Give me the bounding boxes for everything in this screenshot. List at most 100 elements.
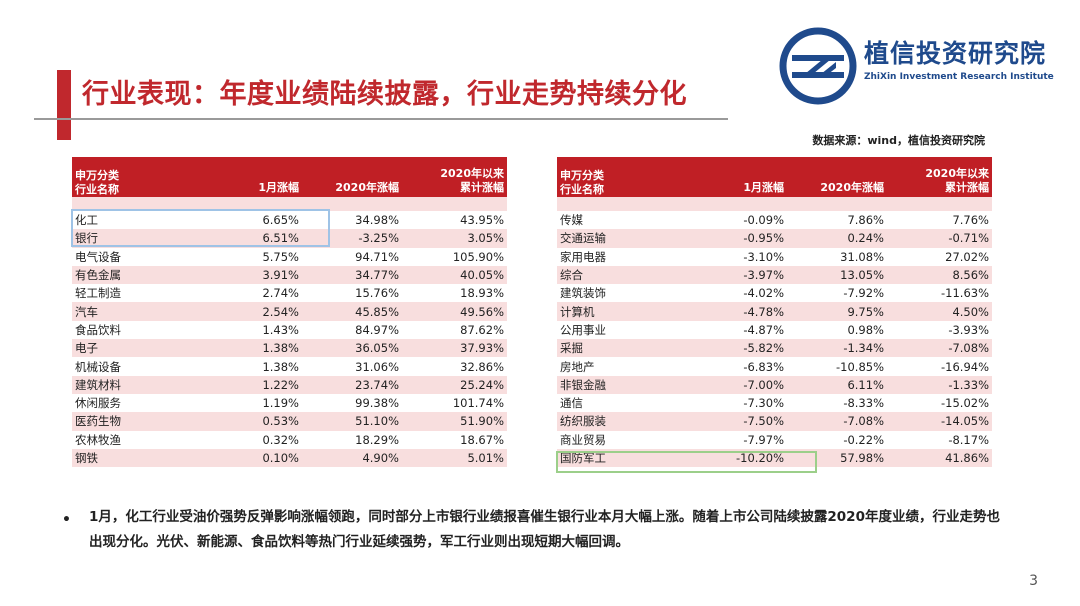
industry-name-cell: 通信 [557, 393, 697, 413]
industry-table-gainers: 申万分类 行业名称 1月涨幅 2020年涨幅 2020年以来 累计涨幅 化工 6.65… [72, 157, 507, 468]
table-row: 通信 -7.30% -8.33% -15.02% [557, 393, 992, 413]
industry-name-cell: 汽车 [72, 302, 212, 321]
table-row: 纺织服装 -7.50% -7.08% -14.05% [557, 412, 992, 431]
industry-name-cell: 轻工制造 [72, 284, 212, 303]
header-industry-name: 申万分类 行业名称 [72, 157, 212, 197]
change-2020-cell: -1.34% [787, 339, 887, 358]
jan-change-cell: 0.10% [212, 448, 302, 468]
change-2020-cell: 9.75% [787, 302, 887, 321]
cumulative-change-cell: -11.63% [887, 284, 992, 303]
jan-change-cell: 1.19% [212, 393, 302, 413]
jan-change-cell: -7.00% [697, 375, 787, 394]
industry-name-cell: 钢铁 [72, 448, 212, 468]
jan-change-cell: 1.22% [212, 375, 302, 394]
table-header-row: 申万分类 行业名称 1月涨幅 2020年涨幅 2020年以来 累计涨幅 [557, 157, 992, 197]
industry-name-cell: 国防军工 [557, 448, 697, 468]
change-2020-cell: 6.11% [787, 375, 887, 394]
jan-change-cell: 1.38% [212, 339, 302, 358]
change-2020-cell: 51.10% [302, 412, 402, 431]
page-title: 行业表现：年度业绩陆续披露，行业走势持续分化 [82, 79, 687, 110]
industry-name-cell: 有色金属 [72, 265, 212, 285]
table-row: 农林牧渔 0.32% 18.29% 18.67% [72, 430, 507, 449]
cumulative-change-cell: -14.05% [887, 412, 992, 431]
cumulative-change-cell: 41.86% [887, 448, 992, 468]
jan-change-cell: 0.53% [212, 412, 302, 431]
table-row: 建筑装饰 -4.02% -7.92% -11.63% [557, 284, 992, 303]
cumulative-change-cell: -1.33% [887, 375, 992, 394]
cumulative-change-cell: -0.71% [887, 229, 992, 248]
jan-change-cell: -7.50% [697, 412, 787, 431]
jan-change-cell: 6.65% [212, 211, 302, 230]
table-row: 食品饮料 1.43% 84.97% 87.62% [72, 320, 507, 340]
table-row: 休闲服务 1.19% 99.38% 101.74% [72, 393, 507, 413]
change-2020-cell: -10.85% [787, 357, 887, 376]
jan-change-cell: 6.51% [212, 229, 302, 248]
header-cumulative-change: 2020年以来 累计涨幅 [887, 157, 992, 197]
title-underline [34, 118, 728, 120]
change-2020-cell: 31.06% [302, 357, 402, 376]
change-2020-cell: 13.05% [787, 265, 887, 285]
table-spacer-row [72, 197, 507, 211]
cumulative-change-cell: -16.94% [887, 357, 992, 376]
table-row: 电气设备 5.75% 94.71% 105.90% [72, 247, 507, 266]
change-2020-cell: -8.33% [787, 393, 887, 413]
table-row: 医药生物 0.53% 51.10% 51.90% [72, 412, 507, 431]
jan-change-cell: -4.02% [697, 284, 787, 303]
industry-name-cell: 银行 [72, 229, 212, 248]
jan-change-cell: 2.74% [212, 284, 302, 303]
jan-change-cell: -5.82% [697, 339, 787, 358]
industry-name-cell: 食品饮料 [72, 320, 212, 340]
jan-change-cell: -7.30% [697, 393, 787, 413]
jan-change-cell: -0.95% [697, 229, 787, 248]
table-row: 计算机 -4.78% 9.75% 4.50% [557, 302, 992, 321]
table-row: 国防军工 -10.20% 57.98% 41.86% [557, 448, 992, 468]
cumulative-change-cell: 49.56% [402, 302, 507, 321]
table-row: 综合 -3.97% 13.05% 8.56% [557, 265, 992, 285]
cumulative-change-cell: -15.02% [887, 393, 992, 413]
table-row: 银行 6.51% -3.25% 3.05% [72, 229, 507, 248]
cumulative-change-cell: 18.67% [402, 430, 507, 449]
cumulative-change-cell: 4.50% [887, 302, 992, 321]
industry-name-cell: 传媒 [557, 211, 697, 230]
jan-change-cell: 1.38% [212, 357, 302, 376]
industry-name-cell: 建筑材料 [72, 375, 212, 394]
table-row: 汽车 2.54% 45.85% 49.56% [72, 302, 507, 321]
jan-change-cell: -4.87% [697, 320, 787, 340]
cumulative-change-cell: 40.05% [402, 265, 507, 285]
change-2020-cell: 7.86% [787, 211, 887, 230]
page-number: 3 [1029, 573, 1038, 589]
change-2020-cell: 57.98% [787, 448, 887, 468]
change-2020-cell: 31.08% [787, 247, 887, 266]
summary-bullet: • [62, 512, 71, 528]
cumulative-change-cell: 7.76% [887, 211, 992, 230]
table-row: 有色金属 3.91% 34.77% 40.05% [72, 265, 507, 285]
brand-name-cn: 植信投资研究院 [864, 39, 1047, 68]
table-row: 房地产 -6.83% -10.85% -16.94% [557, 357, 992, 376]
industry-name-cell: 交通运输 [557, 229, 697, 248]
change-2020-cell: 94.71% [302, 247, 402, 266]
change-2020-cell: 45.85% [302, 302, 402, 321]
cumulative-change-cell: -7.08% [887, 339, 992, 358]
table-row: 机械设备 1.38% 31.06% 32.86% [72, 357, 507, 376]
industry-name-cell: 公用事业 [557, 320, 697, 340]
industry-name-cell: 纺织服装 [557, 412, 697, 431]
cumulative-change-cell: 3.05% [402, 229, 507, 248]
cumulative-change-cell: 101.74% [402, 393, 507, 413]
table-spacer-row [557, 197, 992, 211]
industry-name-cell: 电气设备 [72, 247, 212, 266]
header-2020-change: 2020年涨幅 [787, 157, 887, 197]
jan-change-cell: -3.97% [697, 265, 787, 285]
highlight-box-chemicals-banks [71, 209, 330, 247]
jan-change-cell: -0.09% [697, 211, 787, 230]
industry-name-cell: 计算机 [557, 302, 697, 321]
data-source-note: 数据来源：wind，植信投资研究院 [812, 134, 985, 147]
header-jan-change: 1月涨幅 [697, 157, 787, 197]
header-jan-change: 1月涨幅 [212, 157, 302, 197]
summary-text: 1月，化工行业受油价强势反弹影响涨幅领跑，同时部分上市银行业绩报喜催生银行业本月… [89, 509, 1000, 550]
cumulative-change-cell: 18.93% [402, 284, 507, 303]
industry-name-cell: 商业贸易 [557, 430, 697, 449]
industry-name-cell: 家用电器 [557, 247, 697, 266]
change-2020-cell: -0.22% [787, 430, 887, 449]
jan-change-cell: -4.78% [697, 302, 787, 321]
table-row: 家用电器 -3.10% 31.08% 27.02% [557, 247, 992, 266]
